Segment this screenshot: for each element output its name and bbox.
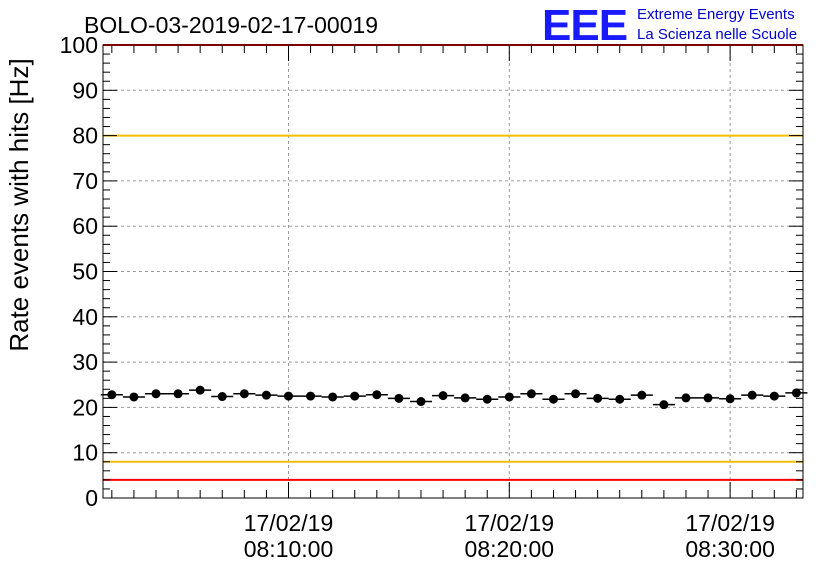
eee-logo-line2: La Scienza nelle Scuole [637, 26, 797, 43]
data-point [372, 390, 382, 400]
x-tick-label-date: 17/02/19 [244, 510, 334, 536]
y-tick-label: 10 [72, 440, 98, 466]
data-point [747, 390, 757, 400]
data-point [306, 391, 316, 401]
data-point [571, 389, 581, 399]
data-point [526, 389, 536, 399]
data-point [637, 390, 647, 400]
data-point [504, 392, 514, 402]
y-tick-label: 70 [72, 168, 98, 194]
y-tick-label: 50 [72, 259, 98, 285]
y-tick-label: 0 [85, 485, 98, 511]
data-point [791, 388, 801, 398]
data-point [482, 394, 492, 404]
y-tick-label: 60 [72, 213, 98, 239]
data-point [593, 393, 603, 403]
data-point [394, 393, 404, 403]
data-point [261, 390, 271, 400]
data-point [769, 391, 779, 401]
x-axis-ticks: 17/02/1908:10:0017/02/1908:20:0017/02/19… [111, 45, 797, 562]
data-point [129, 392, 139, 402]
x-tick-label-time: 08:20:00 [465, 536, 555, 562]
data-point [173, 389, 183, 399]
data-point [239, 389, 249, 399]
y-axis-ticks: 0 10 20 30 40 50 60 70 80 90 100 [60, 32, 803, 511]
data-point [217, 392, 227, 402]
data-point [615, 394, 625, 404]
data-point [151, 389, 161, 399]
y-tick-label: 90 [72, 77, 98, 103]
data-point [283, 391, 293, 401]
eee-logo: EEE Extreme Energy Events La Scienza nel… [542, 1, 797, 50]
grid-lines [103, 45, 803, 498]
x-tick-label-time: 08:10:00 [244, 536, 334, 562]
x-tick-label-date: 17/02/19 [465, 510, 555, 536]
y-tick-label: 30 [72, 349, 98, 375]
x-tick-label-date: 17/02/19 [685, 510, 775, 536]
data-point [328, 392, 338, 402]
eee-logo-line1: Extreme Energy Events [637, 6, 795, 23]
x-tick-label-time: 08:30:00 [685, 536, 775, 562]
data-point [460, 393, 470, 403]
data-point [725, 394, 735, 404]
chart-title: BOLO-03-2019-02-17-00019 [84, 12, 378, 38]
data-point [416, 397, 426, 407]
data-point [703, 393, 713, 403]
y-tick-label: 40 [72, 304, 98, 330]
data-point [350, 391, 360, 401]
data-point [195, 385, 205, 395]
data-point [438, 391, 448, 401]
data-point [681, 393, 691, 403]
y-tick-label: 100 [60, 32, 98, 58]
y-tick-label: 20 [72, 394, 98, 420]
y-tick-label: 80 [72, 123, 98, 149]
data-points [100, 385, 808, 410]
data-point [548, 394, 558, 404]
data-point [107, 390, 117, 400]
eee-logo-mark: EEE [542, 1, 627, 50]
data-point [659, 400, 669, 410]
y-axis-label: Rate events with hits [Hz] [4, 58, 34, 351]
